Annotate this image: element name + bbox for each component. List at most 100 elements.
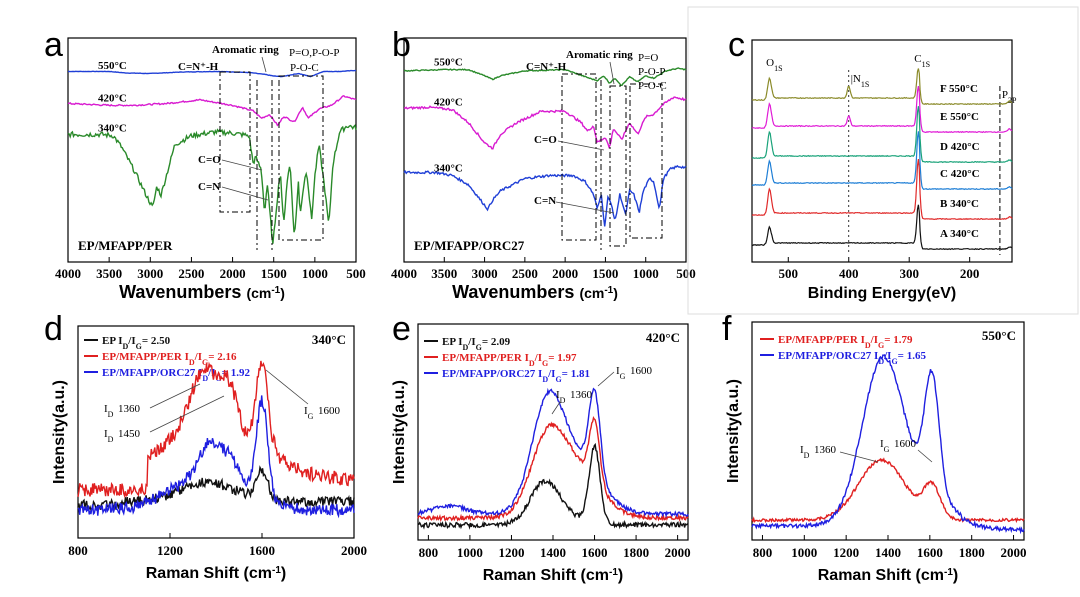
panel-label-e: e <box>392 310 411 348</box>
series-label-0: 550°C <box>434 57 463 69</box>
x-tick-label: 500 <box>346 266 366 281</box>
series-label-2: D 420°C <box>940 141 980 153</box>
peak-label-p2p: P2P <box>1002 89 1017 105</box>
x-tick-label: 800 <box>68 543 88 558</box>
annotation-cnh: C=N⁺-H <box>178 61 219 73</box>
panel-label-f: f <box>722 310 732 348</box>
panel-d-raman: 800 1200 1600 2000 Raman Shift (cm-1) Intensi… <box>51 325 367 582</box>
peak-value-g1600: 1600 <box>318 405 341 417</box>
annotation-arrow <box>557 140 605 151</box>
region-box-po <box>278 75 324 241</box>
region-box-cnh <box>219 71 251 213</box>
x-tick-label: 1600 <box>582 545 608 560</box>
series-line-3 <box>751 131 1013 191</box>
series-line-2 <box>403 164 687 227</box>
peak-label-g1600: IG <box>880 438 890 454</box>
peak-label-g1600: IG <box>304 405 314 421</box>
region-box-cnh <box>561 73 597 241</box>
peak-label-c1s: C1S <box>914 53 930 69</box>
peak-value-g1600: 1600 <box>894 438 917 450</box>
legend-entry: EP/MFAPP/PER ID/IG= 2.16 <box>102 351 237 367</box>
panel-b-ftir: 4000 3500 3000 2500 2000 1500 1000 500 Wavenumbe… <box>391 37 696 302</box>
annotation-cnh: C=N⁺-H <box>526 61 567 73</box>
annotation-aromatic: Aromatic ring <box>212 44 279 56</box>
annotation-cn: C=N <box>198 181 220 193</box>
annotation-po-pop: P=O,P-O-P <box>289 47 340 59</box>
series-line-0 <box>751 457 1025 524</box>
series-label-1: 420°C <box>98 92 127 104</box>
series-line-1 <box>417 415 689 523</box>
series-line-0 <box>77 465 355 512</box>
panel-label-d: d <box>44 310 63 348</box>
peak-value-d1450: 1450 <box>118 428 141 440</box>
x-tick-label: 3500 <box>96 266 122 281</box>
annotation-po: P=O <box>638 52 658 64</box>
x-tick-label: 1000 <box>457 545 483 560</box>
series-line-4 <box>751 159 1013 221</box>
plot-frame <box>403 37 687 263</box>
peak-value-g1600: 1600 <box>630 365 653 377</box>
x-tick-label: 2000 <box>665 545 691 560</box>
annotation-poc: P-O-C <box>290 62 319 74</box>
panel-label-b: b <box>392 26 411 64</box>
x-tick-label: 1400 <box>540 545 566 560</box>
x-tick-label: 1000 <box>302 266 328 281</box>
x-tick-label: 2000 <box>220 266 246 281</box>
region-box-po <box>629 83 663 239</box>
series-label-0: F 550°C <box>940 83 978 95</box>
annotation-poc: P-O-C <box>638 80 667 92</box>
x-tick-label: 200 <box>960 266 980 281</box>
series-label-1: E 550°C <box>940 111 979 123</box>
peak-label-g1600: IG <box>616 365 626 381</box>
panel-f-raman: 800 1000 1200 1400 1600 1800 2000 Raman Shift (… <box>725 321 1027 585</box>
x-tick-label: 2500 <box>512 266 538 281</box>
legend-entry: EP ID/IG= 2.09 <box>442 336 511 352</box>
x-tick-label: 1200 <box>498 545 524 560</box>
x-tick-label: 1400 <box>875 545 901 560</box>
x-tick-label: 3000 <box>137 266 163 281</box>
peak-label-d1360: ID <box>104 403 114 419</box>
peak-arrow <box>551 401 561 415</box>
peak-arrow <box>839 451 879 463</box>
x-tick-label: 2000 <box>341 543 367 558</box>
series-line-1 <box>751 85 1013 134</box>
panel-a-ftir: 4000 3500 3000 2500 2000 1500 1000 500 Wavenumbe… <box>55 37 366 302</box>
x-tick-label: 1800 <box>623 545 649 560</box>
x-tick-label: 1500 <box>261 266 287 281</box>
x-tick-label: 1000 <box>633 266 659 281</box>
plot-frame <box>77 325 355 539</box>
x-axis-label: Wavenumbers (cm-1) <box>452 282 618 302</box>
panel-e-raman: 800 1000 1200 1400 1600 1800 2000 Raman Shift (… <box>391 323 691 585</box>
x-tick-label: 300 <box>899 266 919 281</box>
x-tick-label: 800 <box>753 545 773 560</box>
peak-label-d1360: ID <box>556 389 566 405</box>
x-tick-label: 1600 <box>249 543 275 558</box>
series-line-1 <box>67 95 357 127</box>
x-tick-label: 4000 <box>391 266 417 281</box>
peak-arrow <box>149 395 225 433</box>
peak-label-n1s: |N1S <box>851 73 870 89</box>
x-axis-label: Raman Shift (cm-1) <box>483 567 623 585</box>
series-label-1: 420°C <box>434 97 463 109</box>
series-line-5 <box>751 204 1013 251</box>
region-box-aromatic <box>609 85 627 247</box>
peak-arrow <box>917 449 933 463</box>
annotation-co: C=O <box>198 154 221 166</box>
series-label-4: B 340°C <box>940 198 979 210</box>
series-line-2 <box>67 124 357 244</box>
annotation-arrow <box>221 159 263 171</box>
series-line-1 <box>403 96 687 150</box>
temperature-label: 340°C <box>312 332 346 347</box>
temperature-label: 550°C <box>982 328 1016 343</box>
x-axis-label: Raman Shift (cm-1) <box>818 567 958 585</box>
sample-label: EP/MFAPP/PER <box>78 238 173 253</box>
series-label-2: 340°C <box>434 163 463 175</box>
x-tick-label: 400 <box>839 266 859 281</box>
x-axis-label: Wavenumbers (cm-1) <box>119 282 285 302</box>
x-tick-label: 1200 <box>833 545 859 560</box>
x-tick-label: 1600 <box>917 545 943 560</box>
x-axis-label: Binding Energy(eV) <box>808 285 956 302</box>
legend-entry: EP/MFAPP/ORC27 ID/IG= 1.81 <box>442 368 590 384</box>
series-label-3: C 420°C <box>940 168 980 180</box>
